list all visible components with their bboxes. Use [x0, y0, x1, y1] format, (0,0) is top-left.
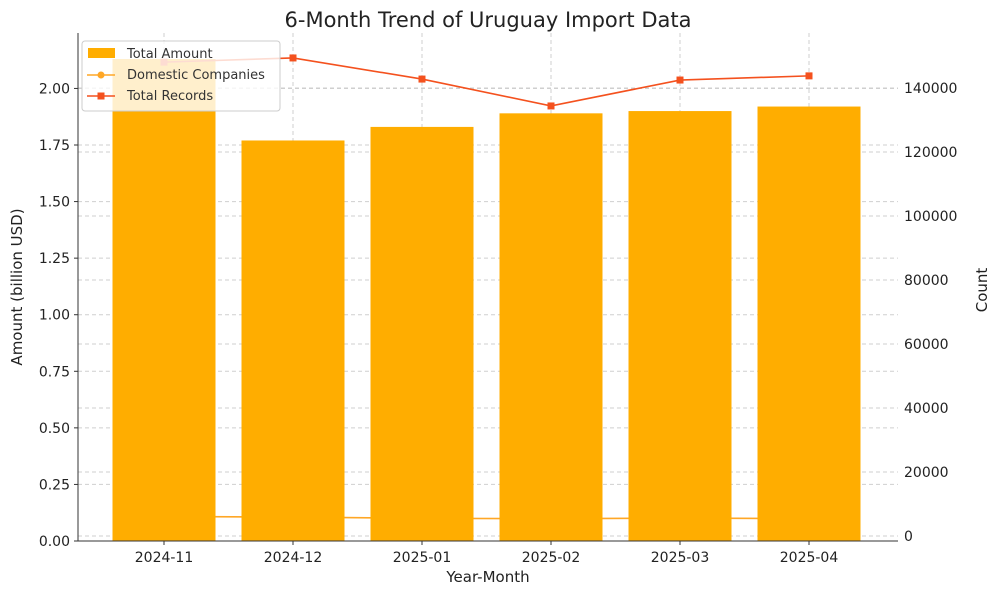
bar-2024-12	[241, 140, 345, 542]
y-tick-label: 1.25	[39, 251, 70, 267]
marker-total-records	[805, 72, 813, 80]
bar-2025-04	[757, 106, 861, 542]
y2-tick-label: 80000	[904, 273, 949, 289]
y-tick-label: 0.00	[39, 534, 70, 550]
bar-2025-02	[499, 113, 603, 541]
bar-2024-11	[112, 59, 216, 541]
x-tick-label: 2025-02	[522, 550, 581, 566]
legend-marker-domestic-companies	[97, 71, 105, 79]
y2-tick-label: 20000	[904, 465, 949, 481]
legend: Total Amount Domestic Companies Total Re…	[81, 40, 281, 112]
x-tick-label: 2025-04	[780, 550, 839, 566]
x-axis-label: Year-Month	[445, 568, 529, 586]
y2-tick-label: 100000	[904, 209, 957, 225]
y-tick-label: 2.00	[39, 81, 70, 97]
y2-tick-label: 120000	[904, 145, 957, 161]
y-tick-label: 1.00	[39, 308, 70, 324]
legend-swatch-total-amount	[88, 48, 115, 58]
y2-tick-label: 40000	[904, 401, 949, 417]
x-tick-label: 2024-12	[264, 550, 323, 566]
chart-title: 6-Month Trend of Uruguay Import Data	[285, 8, 692, 32]
y2-tick-label: 60000	[904, 337, 949, 353]
y-axis-label: Amount (billion USD)	[8, 208, 26, 365]
x-tick-label: 2025-03	[651, 550, 710, 566]
marker-total-records	[676, 76, 684, 84]
bar-2025-01	[370, 126, 474, 541]
axes: 0.00 0.25 0.50 0.75 1.00 1.25 1.50 1.75 2.00 0 200…	[39, 33, 957, 566]
marker-total-records	[289, 54, 297, 62]
y-tick-label: 1.50	[39, 195, 70, 211]
bar-2025-03	[628, 111, 732, 541]
y-tick-label: 0.25	[39, 477, 70, 493]
legend-label-total-amount: Total Amount	[126, 47, 213, 62]
y2-tick-label: 140000	[904, 81, 957, 97]
marker-total-records	[547, 102, 555, 110]
x-tick-label: 2024-11	[135, 550, 194, 566]
y-tick-label: 0.75	[39, 364, 70, 380]
marker-total-records	[418, 75, 426, 83]
bars	[112, 59, 861, 542]
y-tick-label: 1.75	[39, 138, 70, 154]
y2-axis-label: Count	[973, 268, 991, 313]
legend-marker-total-records	[97, 92, 105, 100]
y2-tick-label: 0	[904, 529, 913, 545]
x-tick-label: 2025-01	[393, 550, 452, 566]
legend-label-total-records: Total Records	[126, 89, 213, 104]
legend-label-domestic-companies: Domestic Companies	[127, 68, 265, 83]
y-tick-label: 0.50	[39, 421, 70, 437]
